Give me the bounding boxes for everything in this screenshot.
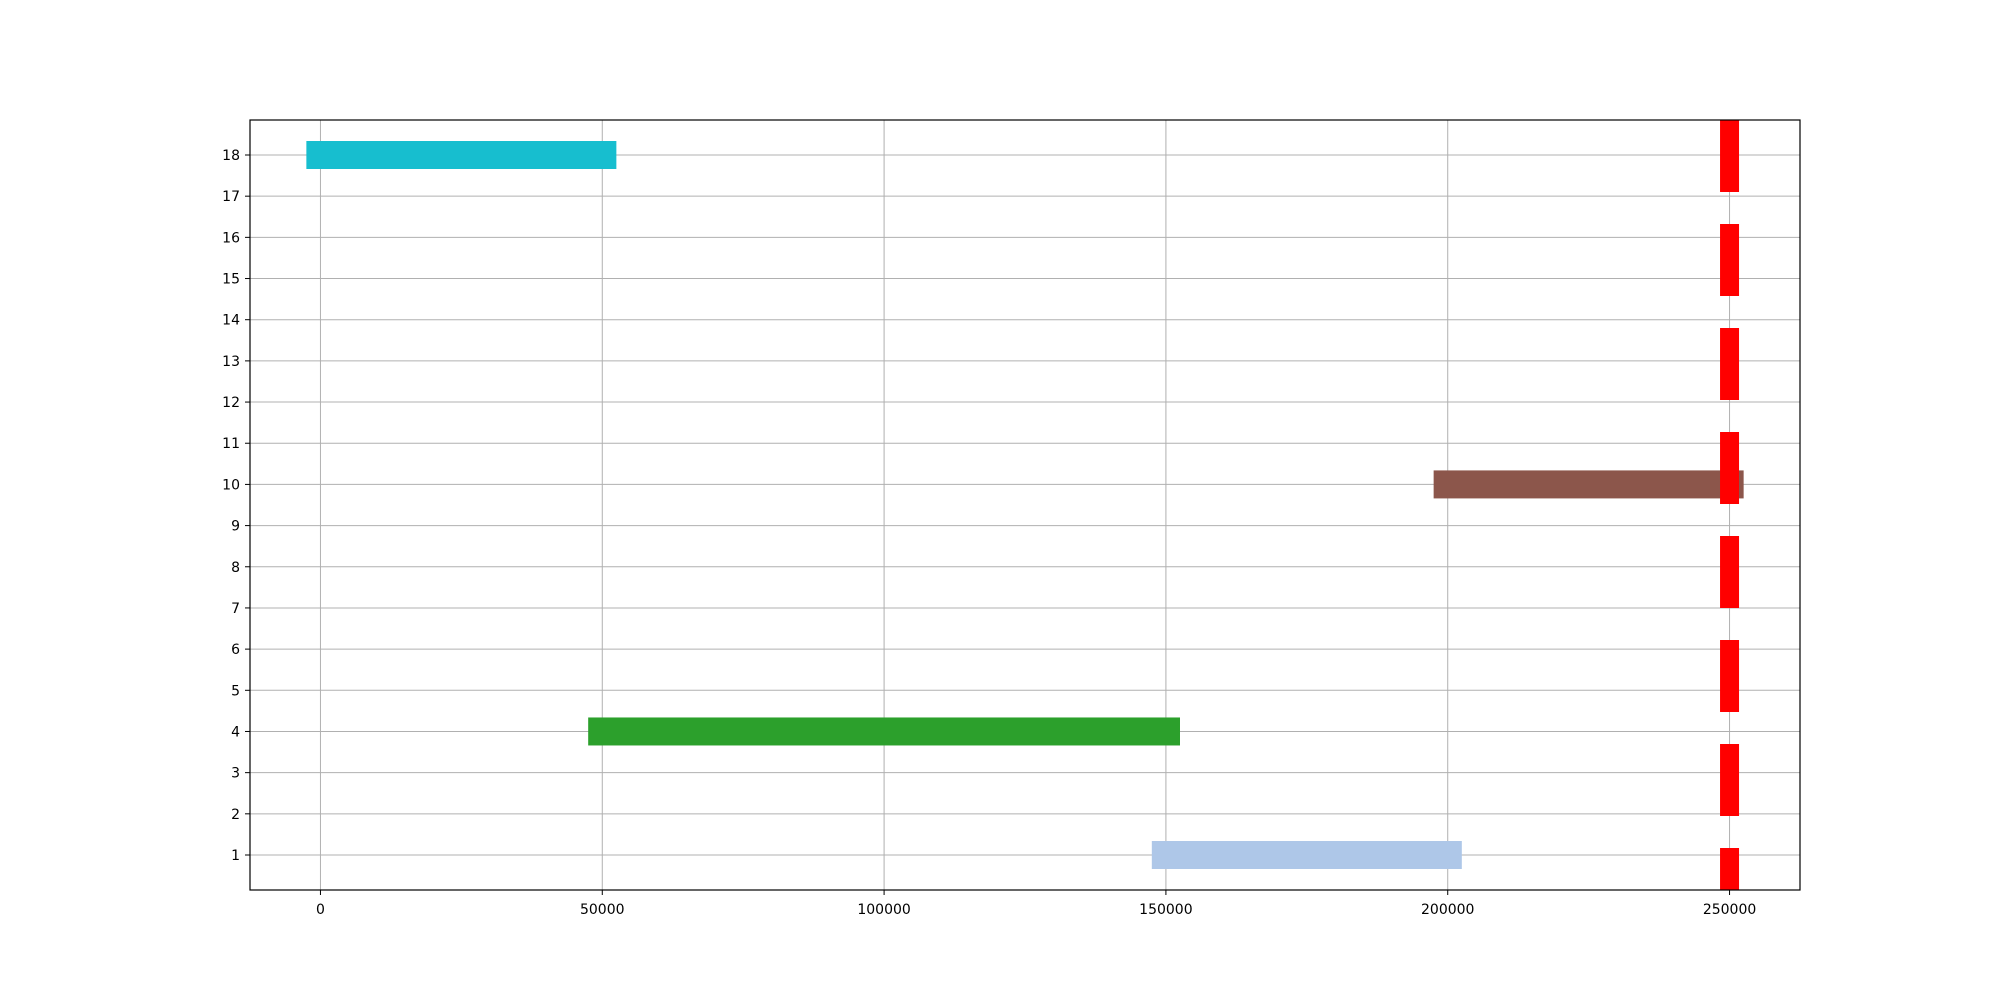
x-axis: 0 50000 100000 150000 200000 250000: [316, 890, 1756, 918]
y-tick-label: 2: [231, 807, 240, 823]
y-tick-label: 17: [222, 189, 240, 205]
y-tick-label: 18: [222, 148, 240, 164]
y-tick-label: 16: [222, 230, 240, 246]
y-tick-label: 14: [222, 313, 240, 329]
y-tick-label: 6: [231, 642, 240, 658]
plot-area-frame: [249, 119, 1801, 891]
segment-bar: [1433, 470, 1744, 499]
x-tick-label: 100000: [857, 902, 910, 918]
x-tick-label: 150000: [1139, 902, 1192, 918]
y-tick-label: 11: [222, 436, 240, 452]
grid: [250, 120, 1800, 890]
y-tick-label: 4: [231, 724, 240, 740]
y-tick-label: 1: [231, 848, 240, 864]
y-tick-label: 10: [222, 477, 240, 493]
segment-bar: [1151, 841, 1462, 869]
y-tick-label: 3: [231, 766, 240, 782]
y-tick-label: 8: [231, 560, 240, 576]
y-tick-label: 9: [231, 519, 240, 535]
segments: [306, 141, 1744, 869]
y-tick-label: 5: [231, 683, 240, 699]
y-tick-label: 13: [222, 354, 240, 370]
y-tick-label: 12: [222, 395, 240, 411]
segment-bar: [306, 141, 617, 169]
segment-bar: [588, 717, 1180, 746]
x-tick-label: 200000: [1421, 902, 1474, 918]
x-tick-label: 50000: [580, 902, 625, 918]
y-tick-label: 7: [231, 601, 240, 617]
y-tick-label: 15: [222, 272, 240, 288]
x-tick-label: 0: [316, 902, 325, 918]
x-tick-label: 250000: [1703, 902, 1756, 918]
